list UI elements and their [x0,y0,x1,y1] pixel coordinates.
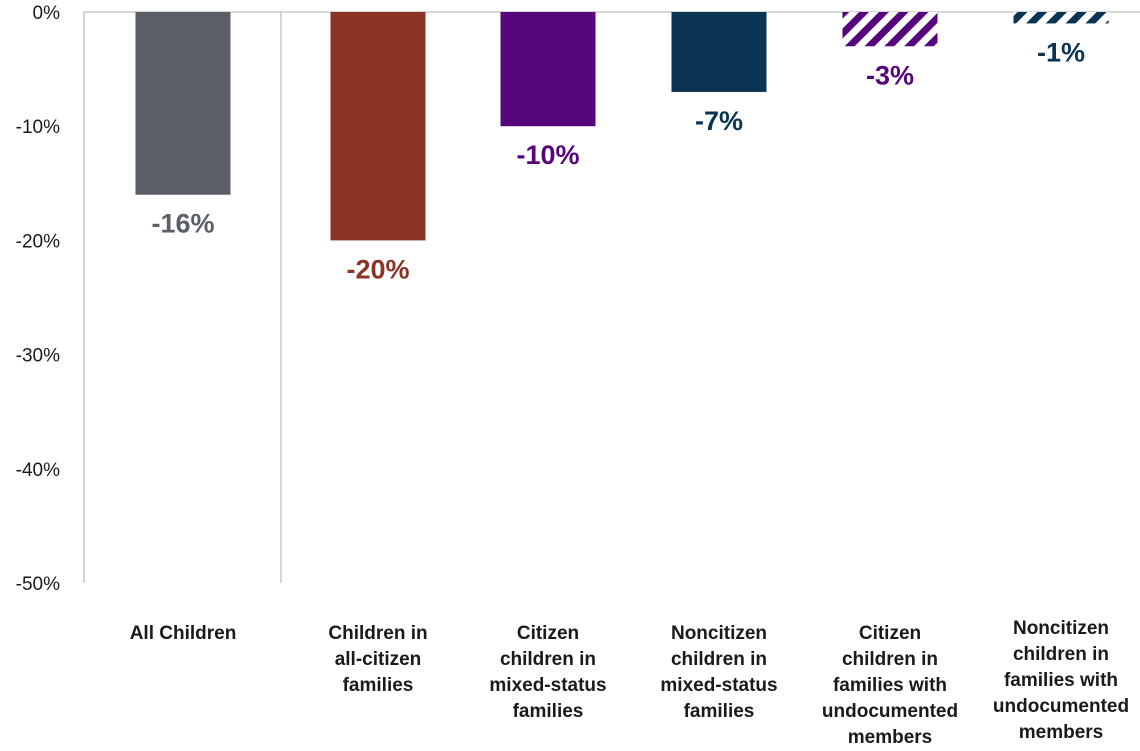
bar [671,12,767,92]
y-tick-label: -30% [16,346,60,367]
category-label: Citizen children in mixed-status families [473,621,623,725]
bars [135,12,1109,241]
value-label: -10% [516,140,579,170]
category-label-line: families [342,675,414,696]
value-label: -16% [151,209,214,239]
category-label: All Children [108,621,258,647]
category-label-line: members [847,727,933,748]
category-label-line: Citizen [516,623,580,644]
category-label-line: Citizen [858,623,922,644]
axes: 0% -10% -20% -30% -40% -50% [16,3,1140,595]
category-label-line: children in [499,649,597,670]
category-label-line: members [1018,722,1104,743]
category-label: Noncitizen children in families with undocu… [986,616,1136,746]
category-label: Noncitizen children in mixed-status familie… [644,621,794,725]
value-labels: -16% -20% -10% -7% -3% -1% [151,37,1085,284]
category-label-line: families with [832,675,948,696]
value-label: -20% [346,254,409,284]
category-label-line: families with [1003,670,1119,691]
category-label-line: children in [670,649,768,670]
category-label-line: mixed-status [660,675,778,696]
category-label-line: all-citizen [334,649,422,670]
category-label-line: Children in [328,623,428,644]
category-label-line: children in [841,649,939,670]
y-tick-label: 0% [33,3,61,24]
bar [330,12,426,241]
bar [1013,12,1109,24]
y-tick-label: -50% [16,574,60,595]
bar [135,12,231,195]
category-label-line: children in [1012,644,1110,665]
bar [842,12,938,47]
category-label: Citizen children in families with undocumen… [815,621,965,751]
category-label-line: mixed-status [489,675,607,696]
category-label-line: undocumented [821,701,959,722]
y-tick-label: -10% [16,117,60,138]
bar [500,12,596,127]
y-tick-label: -40% [16,460,60,481]
category-label-line: Noncitizen [1012,618,1110,639]
category-label-line: families [512,701,584,722]
category-label: Children in all-citizen families [303,621,453,699]
value-label: -7% [695,106,743,136]
category-label-line: families [683,701,755,722]
value-label: -1% [1037,37,1085,67]
value-label: -3% [866,60,914,90]
category-label-line: undocumented [992,696,1130,717]
category-label-line: Noncitizen [670,623,768,644]
y-tick-label: -20% [16,231,60,252]
category-label-line: All Children [129,623,237,644]
